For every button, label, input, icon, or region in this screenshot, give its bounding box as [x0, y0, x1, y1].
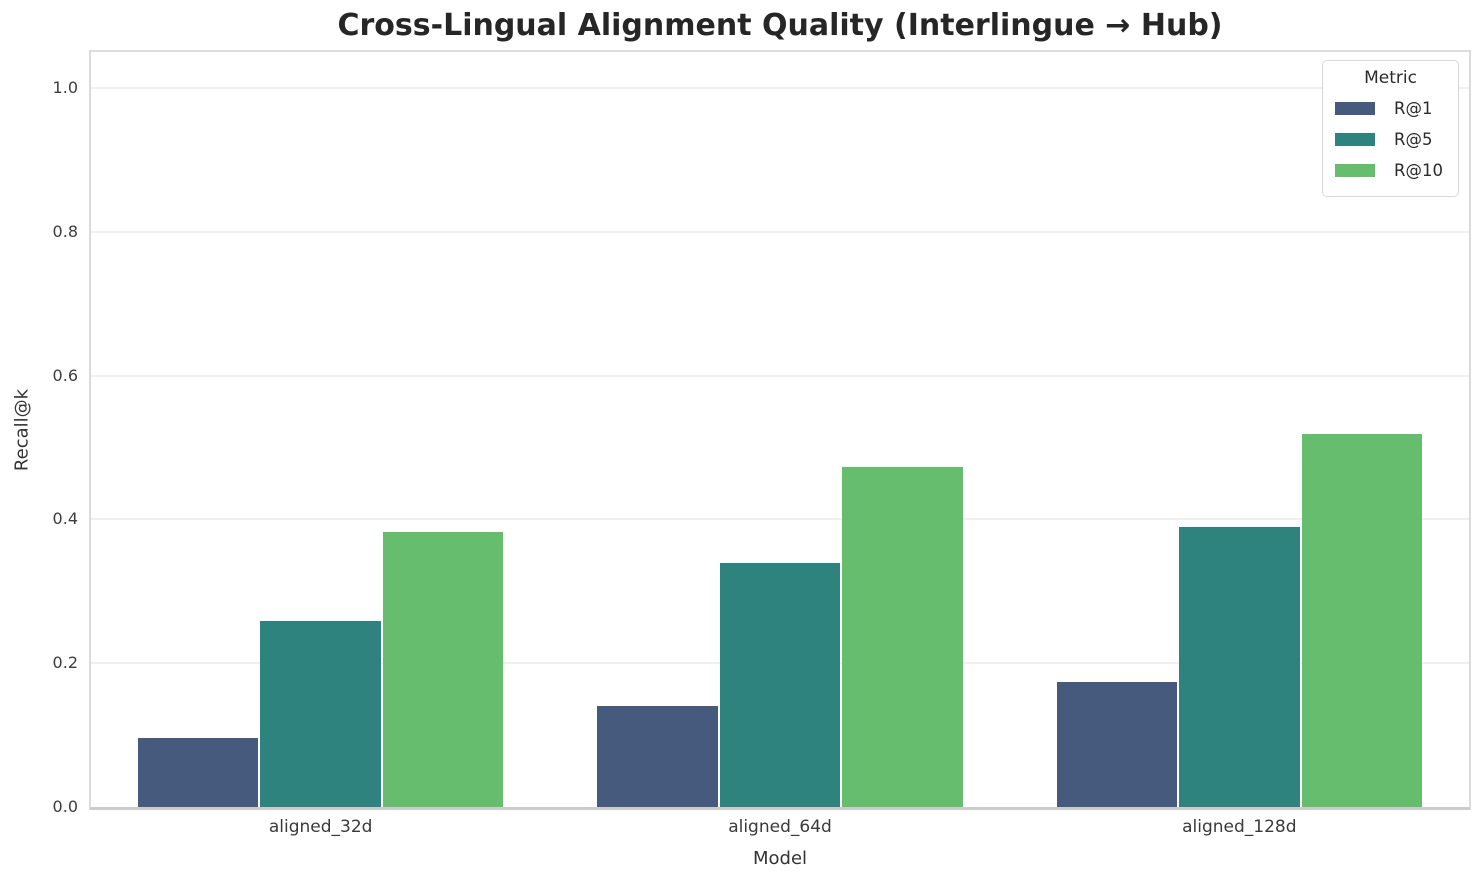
- y-tick-label-1.0: 1.0: [52, 77, 78, 97]
- gridline-0.4: [91, 518, 1469, 521]
- gridline-1.0: [91, 86, 1469, 89]
- y-tick-label-0.6: 0.6: [52, 365, 78, 385]
- legend-entry-R@10: R@10: [1335, 155, 1446, 186]
- legend-swatch-R@10: [1335, 164, 1375, 177]
- y-tick-label-0.0: 0.0: [52, 797, 78, 816]
- legend-entry-R@5: R@5: [1335, 124, 1446, 155]
- gridline-0.8: [91, 230, 1469, 233]
- legend-swatch-R@1: [1335, 102, 1375, 115]
- x-tick-label-aligned_128d: aligned_128d: [1182, 817, 1297, 837]
- legend-label-R@10: R@10: [1394, 161, 1443, 180]
- legend-label-R@1: R@1: [1394, 99, 1433, 118]
- x-tick-label-aligned_32d: aligned_32d: [268, 817, 373, 837]
- legend-label-R@5: R@5: [1394, 130, 1433, 149]
- bar-aligned_64d-R@1: [597, 706, 718, 807]
- bar-aligned_128d-R@1: [1056, 681, 1178, 807]
- legend: Metric R@1 R@5 R@10: [1322, 60, 1459, 197]
- chart-title: Cross-Lingual Alignment Quality (Interli…: [337, 8, 1223, 43]
- legend-title: Metric: [1364, 68, 1417, 88]
- y-tick-label-0.8: 0.8: [52, 221, 78, 241]
- x-axis-label: Model: [752, 848, 808, 869]
- bar-aligned_128d-R@10: [1301, 433, 1423, 807]
- bar-aligned_64d-R@10: [842, 466, 963, 807]
- y-tick-label-0.4: 0.4: [52, 509, 78, 529]
- y-axis-label: Recall@k: [11, 388, 33, 472]
- legend-entries: R@1 R@5 R@10: [1335, 93, 1446, 186]
- bar-aligned_32d-R@1: [137, 737, 259, 807]
- legend-swatch-R@5: [1335, 133, 1375, 146]
- gridline-0.6: [91, 374, 1469, 377]
- x-tick-label-aligned_64d: aligned_64d: [728, 817, 832, 837]
- plot-area: [89, 50, 1471, 810]
- legend-entry-R@1: R@1: [1335, 93, 1446, 124]
- y-tick-label-0.2: 0.2: [52, 653, 78, 673]
- bar-aligned_32d-R@5: [260, 620, 381, 807]
- bar-aligned_32d-R@10: [382, 531, 504, 807]
- bar-aligned_64d-R@5: [719, 563, 841, 807]
- bar-aligned_128d-R@5: [1179, 527, 1300, 807]
